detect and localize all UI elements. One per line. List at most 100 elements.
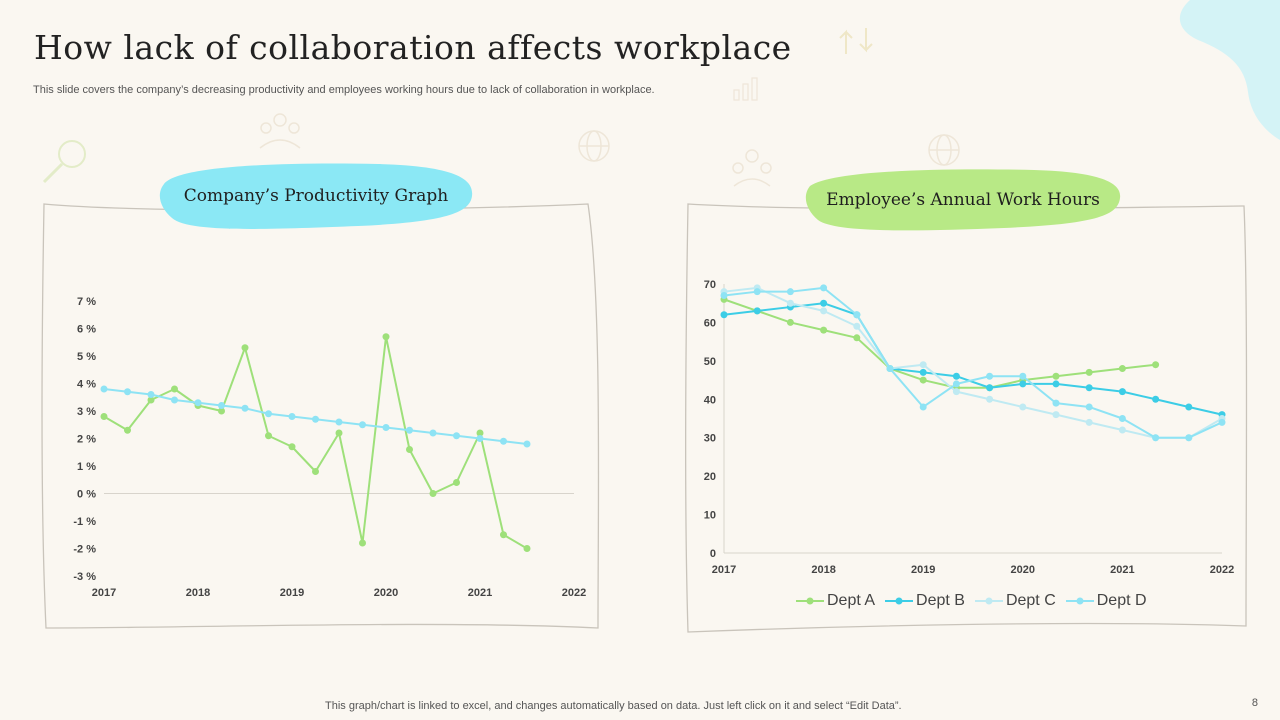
work-hours-panel: Employee’s Annual Work Hours 0 10 20 30 40 50… (682, 169, 1248, 640)
legend-label: Dept D (1096, 592, 1147, 609)
y-tick-label: -2 % (73, 544, 96, 556)
data-point (171, 385, 178, 393)
series-line-0-0 (103, 335, 528, 550)
data-point (312, 415, 319, 423)
data-point (952, 380, 960, 388)
data-point (359, 539, 366, 547)
legend-item: Dept B (885, 592, 965, 610)
series-line-1-2 (723, 286, 1223, 439)
y-tick-label: 1 % (77, 461, 96, 473)
legend-swatch (1065, 597, 1094, 605)
data-point (820, 307, 828, 315)
panel-title-pill (805, 169, 1121, 231)
data-point (382, 333, 390, 341)
data-point (1118, 388, 1126, 396)
data-point (1019, 403, 1027, 411)
data-point (194, 399, 202, 407)
data-point (335, 429, 343, 437)
x-tick-label: 2021 (1110, 564, 1134, 576)
data-point (147, 391, 155, 398)
data-point (335, 418, 343, 426)
data-point (853, 322, 861, 330)
chart-legend: Dept A Dept B Dept C Dept D (796, 592, 1147, 610)
y-tick-label: 60 (704, 317, 716, 329)
data-point (100, 385, 108, 393)
data-point (1185, 434, 1193, 442)
x-tick-label: 2018 (811, 564, 835, 576)
data-point (1085, 384, 1093, 392)
data-point (1019, 372, 1027, 380)
panel-title: Employee’s Annual Work Hours (826, 190, 1100, 210)
legend-label: Dept B (916, 592, 965, 609)
y-tick-label: 4 % (77, 379, 96, 391)
data-point (753, 307, 761, 315)
data-point (429, 490, 437, 497)
data-point (1152, 434, 1160, 442)
data-point (147, 396, 155, 404)
data-point (720, 311, 728, 319)
productivity-panel: Company’s Productivity Graph -3 % -2 % -1 … (36, 163, 604, 640)
data-point (952, 388, 960, 396)
legend-item: Dept C (974, 592, 1056, 610)
data-point (720, 292, 728, 300)
y-tick-label: 0 % (77, 489, 96, 501)
productivity-chart: -3 % -2 % -1 % 0 % 1 % 2 % 3 % 4 % 5 % 6 % 7 % 2017… (73, 296, 586, 599)
data-point (453, 432, 460, 440)
y-tick-label: -1 % (73, 516, 96, 528)
data-point (919, 361, 927, 369)
data-point (1185, 403, 1193, 411)
data-point (1019, 380, 1027, 388)
data-point (1152, 395, 1160, 403)
series-line-1-3 (723, 286, 1223, 439)
legend-swatch (885, 597, 914, 605)
x-tick-label: 2017 (712, 564, 736, 576)
x-tick-label: 2017 (92, 587, 116, 599)
data-point (476, 435, 484, 442)
x-tick-label: 2018 (186, 587, 210, 599)
data-point (100, 413, 108, 420)
y-tick-label: 40 (704, 394, 716, 406)
globe-icon-2 (928, 134, 960, 166)
legend-item: Dept D (1065, 592, 1147, 610)
slide-title: How lack of collaboration affects workpl… (34, 28, 792, 67)
legend-swatch (796, 597, 824, 605)
data-point (1052, 372, 1060, 380)
data-point (786, 299, 794, 307)
data-point (476, 429, 484, 437)
globe-icon (578, 130, 610, 162)
x-tick-label: 2019 (280, 587, 304, 599)
series-line-1-0 (723, 298, 1156, 389)
data-point (853, 311, 861, 319)
data-point (429, 429, 437, 437)
data-point (1085, 368, 1093, 376)
data-point (124, 426, 131, 434)
data-point (124, 388, 131, 396)
data-point (171, 396, 178, 404)
y-tick-label: 70 (704, 279, 716, 291)
data-point (288, 443, 296, 451)
data-point (359, 421, 366, 429)
corner-blob-shape (1179, 0, 1280, 140)
data-point (1118, 426, 1126, 434)
data-point (241, 344, 249, 352)
y-tick-label: 3 % (77, 406, 96, 418)
data-point (786, 318, 794, 326)
bar-growth-icon (733, 77, 758, 101)
data-point (820, 326, 828, 334)
data-point (500, 437, 507, 445)
slide-footer: This graph/chart is linked to excel, and… (325, 700, 902, 712)
data-point (1152, 361, 1160, 369)
x-tick-label: 2021 (468, 587, 492, 599)
corner-decoration (1179, 0, 1280, 140)
x-tick-label: 2020 (1011, 564, 1035, 576)
data-point (753, 288, 761, 296)
x-tick-label: 2022 (1210, 564, 1234, 576)
legend-item: Dept A (796, 592, 875, 610)
data-point (406, 426, 413, 434)
y-tick-label: 10 (704, 510, 716, 522)
data-point (312, 468, 319, 475)
data-point (919, 368, 927, 376)
y-tick-label: 7 % (77, 296, 96, 308)
data-point (1052, 411, 1060, 419)
data-point (886, 365, 894, 373)
